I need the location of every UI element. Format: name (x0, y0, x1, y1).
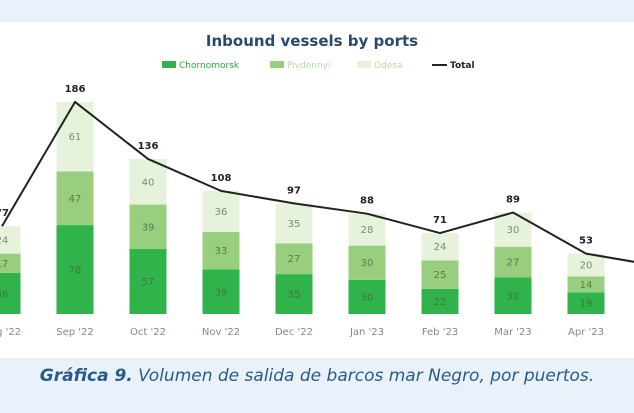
bar-label-1-4: 27 (288, 254, 301, 265)
bars-layer: 36 17 24 78 47 61 57 39 40 39 33 36 35 27 35 30 30 28 22 25… (0, 101, 605, 314)
x-tick-7: Mar '23 (494, 327, 532, 338)
bar-2-0 (0, 226, 21, 254)
bar-label-0-0: 36 (0, 289, 8, 300)
total-line (1, 100, 634, 263)
bar-label-2-3: 36 (215, 207, 228, 218)
bar-label-0-6: 22 (434, 297, 447, 308)
legend-swatch-0 (162, 61, 176, 68)
bar-0-2 (129, 249, 167, 314)
bar-label-0-2: 57 (142, 277, 155, 288)
total-line-layer: 77 186 136 108 97 88 71 89 53 (0, 84, 634, 263)
bar-1-4 (275, 243, 313, 275)
bar-2-1 (56, 101, 94, 172)
x-axis-ticks: Aug '22 Sep '22 Oct '22 Nov '22 Dec '22 Jan '… (0, 327, 604, 338)
total-label-5: 88 (360, 196, 374, 207)
total-label-2: 136 (138, 141, 159, 152)
bar-0-0 (0, 272, 21, 314)
bar-2-3 (202, 190, 240, 232)
caption-text: Volumen de salida de barcos mar Negro, p… (138, 366, 595, 386)
bar-label-2-7: 30 (507, 225, 520, 236)
bar-2-5 (348, 213, 386, 246)
bar-label-1-8: 14 (580, 280, 593, 291)
bar-label-1-3: 33 (215, 246, 228, 257)
figure-caption: Gráfica 9. Volumen de salida de barcos m… (0, 366, 634, 386)
bar-1-0 (0, 253, 21, 273)
bar-0-7 (494, 277, 532, 314)
chart-title: Inbound vessels by ports (206, 32, 418, 50)
bar-0-6 (421, 288, 459, 314)
bar-label-1-0: 17 (0, 259, 8, 270)
stacked-bar-chart: Inbound vessels by ports Chornomorsk Pivd… (0, 32, 634, 338)
bar-label-1-1: 47 (69, 194, 82, 205)
chart-card: Inbound vessels by ports Chornomorsk Pivd… (0, 22, 634, 358)
bar-label-2-8: 20 (580, 260, 593, 271)
total-label-1: 186 (65, 84, 86, 95)
bar-label-2-6: 24 (434, 242, 447, 253)
total-label-4: 97 (287, 185, 301, 196)
bar-label-0-3: 39 (215, 287, 228, 298)
bar-0-1 (56, 225, 94, 314)
total-label-8: 53 (579, 236, 593, 247)
bar-2-7 (494, 212, 532, 247)
caption-label: Gráfica 9. (39, 366, 133, 386)
bar-1-2 (129, 204, 167, 250)
bar-label-2-0: 24 (0, 235, 8, 246)
bar-1-7 (494, 246, 532, 278)
x-tick-0: Aug '22 (0, 327, 21, 338)
legend-label-2: Odesa (374, 61, 403, 71)
bar-0-3 (202, 269, 240, 314)
total-label-3: 108 (211, 173, 232, 184)
bar-label-2-1: 61 (69, 132, 82, 143)
x-tick-5: Jan '23 (349, 327, 384, 338)
bar-label-0-8: 19 (580, 299, 593, 310)
bar-1-3 (202, 231, 240, 270)
x-tick-4: Dec '22 (275, 327, 313, 338)
bar-label-1-6: 25 (434, 270, 447, 281)
bar-label-1-7: 27 (507, 258, 520, 269)
legend-label-1: Pivdennyi (287, 61, 331, 71)
bar-1-1 (56, 171, 94, 226)
bar-label-1-2: 39 (142, 222, 155, 233)
x-tick-1: Sep '22 (56, 327, 94, 338)
total-label-7: 89 (506, 195, 520, 206)
x-tick-3: Nov '22 (202, 327, 240, 338)
bar-1-8 (567, 276, 605, 293)
legend-label-total: Total (450, 61, 475, 71)
legend-swatch-2 (357, 61, 371, 68)
bar-0-5 (348, 279, 386, 314)
x-tick-2: Oct '22 (130, 327, 166, 338)
bar-label-0-5: 30 (361, 292, 374, 303)
bar-label-0-1: 78 (69, 265, 82, 276)
bar-label-0-4: 35 (288, 290, 301, 301)
bar-1-5 (348, 245, 386, 280)
chart-legend: Chornomorsk Pivdennyi Odesa Total (162, 61, 475, 71)
bar-0-8 (567, 292, 605, 314)
legend-swatch-1 (270, 61, 284, 68)
bar-2-8 (567, 253, 605, 277)
bar-label-2-4: 35 (288, 219, 301, 230)
bar-2-6 (421, 233, 459, 261)
bar-2-2 (129, 158, 167, 205)
bar-1-6 (421, 260, 459, 289)
total-label-0: 77 (0, 208, 9, 219)
bar-label-0-7: 32 (507, 291, 520, 302)
legend-label-0: Chornomorsk (179, 61, 240, 71)
bar-2-4 (275, 203, 313, 244)
total-label-6: 71 (433, 215, 447, 226)
x-tick-8: Apr '23 (568, 327, 604, 338)
bar-label-2-5: 28 (361, 225, 374, 236)
bar-label-1-5: 30 (361, 258, 374, 269)
x-tick-6: Feb '23 (422, 327, 458, 338)
bar-label-2-2: 40 (142, 177, 155, 188)
bar-0-4 (275, 274, 313, 314)
